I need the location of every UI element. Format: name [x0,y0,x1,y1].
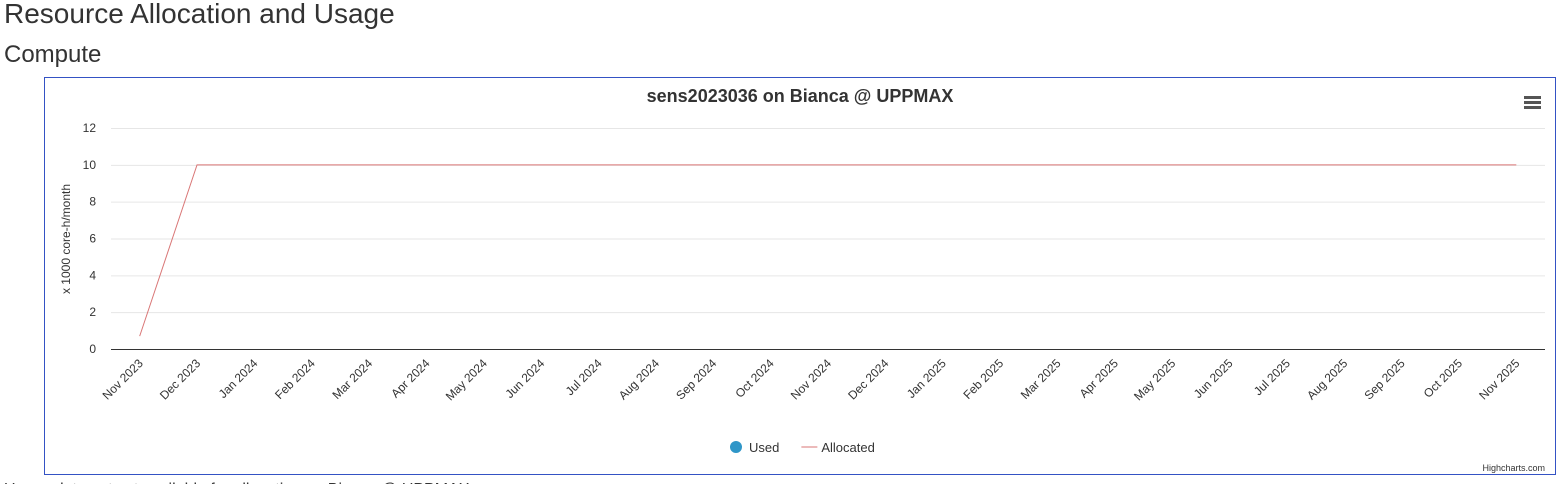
y-tick-label: 6 [89,232,96,246]
menu-bar [1524,106,1541,109]
section-title: Compute [4,41,101,68]
legend-label: Allocated [821,440,874,455]
y-tick-label: 2 [89,305,96,319]
note: Usage data not yet available for allocat… [4,481,470,484]
credits: Highcharts.com [1482,463,1545,473]
page-title: Resource Allocation and Usage [4,0,395,29]
y-tick-label: 8 [89,195,96,209]
y-tick-label: 12 [83,121,97,135]
legend-label: Used [749,440,779,455]
series-line [139,164,1517,337]
legend-symbol [730,441,742,453]
y-tick-label: 0 [89,342,96,356]
chart-title: sens2023036 on Bianca @ UPPMAX [647,86,954,106]
menu-button[interactable] [1524,96,1541,109]
y-axis-title: x 1000 core-h/month [59,184,73,294]
y-tick-label: 4 [89,268,96,282]
menu-bar [1524,101,1541,104]
y-tick-label: 10 [83,158,97,172]
menu-bar [1524,96,1541,99]
